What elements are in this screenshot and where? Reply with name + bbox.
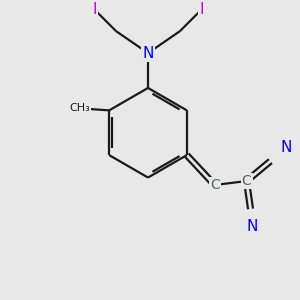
Text: N: N — [281, 140, 292, 155]
Text: CH₃: CH₃ — [69, 103, 90, 113]
Text: C: C — [242, 174, 251, 188]
Text: I: I — [92, 2, 97, 17]
Text: N: N — [247, 219, 258, 234]
Text: C: C — [210, 178, 220, 192]
Text: N: N — [142, 46, 154, 61]
Text: I: I — [200, 2, 204, 17]
